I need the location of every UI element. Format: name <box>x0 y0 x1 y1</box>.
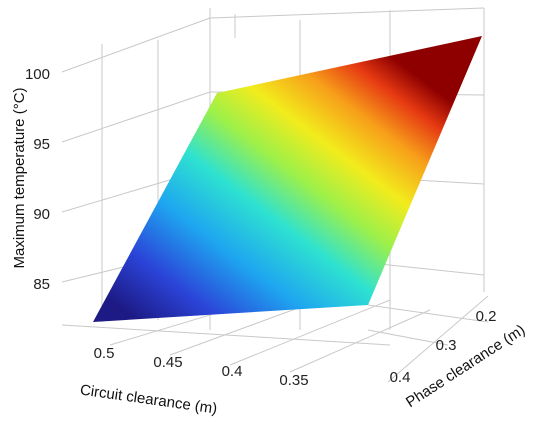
z-tick-label: 100 <box>25 66 50 83</box>
y-tick-label: 0.3 <box>436 337 457 354</box>
y-tick-labels: 0.2 0.3 0.4 <box>390 308 497 386</box>
x-tick-label: 0.4 <box>222 363 243 380</box>
z-tick-label: 90 <box>33 206 50 223</box>
z-tick-label: 95 <box>33 136 50 153</box>
x-tick-labels: 0.5 0.45 0.4 0.35 <box>94 345 309 389</box>
x-axis-title: Circuit clearance (m) <box>79 381 218 417</box>
z-tick-labels: 100 95 90 85 <box>25 66 50 293</box>
y-axis-title: Phase clearance (m) <box>403 321 528 411</box>
y-tick-label: 0.2 <box>476 308 497 325</box>
x-tick-label: 0.45 <box>153 354 182 371</box>
temperature-surface <box>93 36 482 322</box>
z-tick-label: 85 <box>33 276 50 293</box>
x-tick-label: 0.5 <box>94 345 115 362</box>
z-axis-title: Maximum temperature (°C) <box>11 87 28 268</box>
x-tick-label: 0.35 <box>279 372 308 389</box>
y-tick-label: 0.4 <box>390 369 411 386</box>
